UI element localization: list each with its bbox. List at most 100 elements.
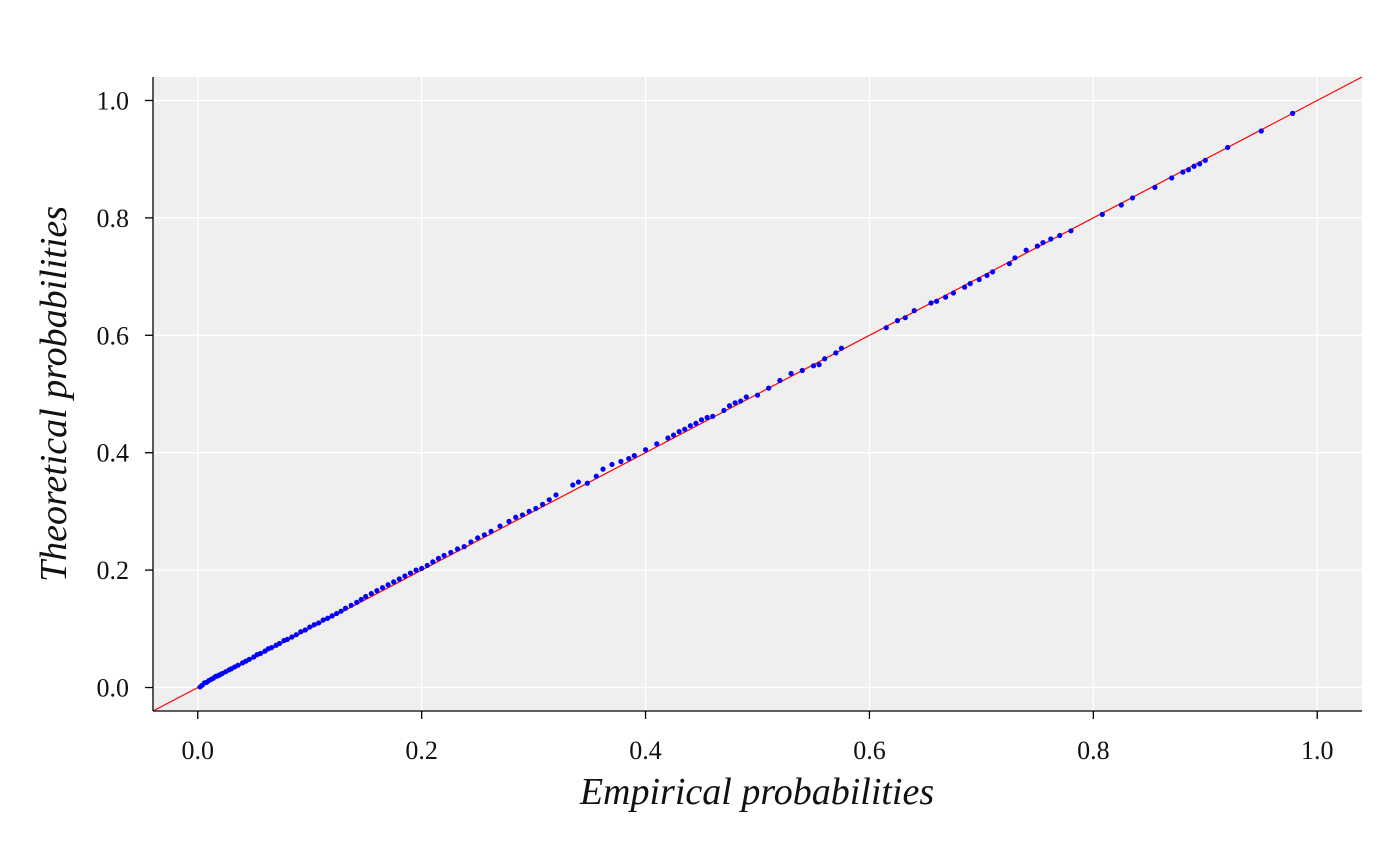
data-point (1118, 202, 1124, 208)
data-point (911, 308, 917, 314)
data-point (533, 505, 539, 512)
y-tick-label: 0.6 (97, 321, 130, 350)
data-point (325, 615, 331, 621)
data-point (642, 447, 649, 453)
data-point (374, 588, 380, 594)
data-point (816, 362, 822, 368)
data-point (338, 608, 344, 614)
data-point (810, 363, 817, 369)
data-point (777, 377, 783, 384)
data-point (402, 573, 408, 579)
data-point (1099, 211, 1105, 217)
data-point (379, 585, 386, 591)
data-point (448, 549, 454, 556)
data-point (732, 400, 738, 406)
x-tick-label: 1.0 (1301, 736, 1334, 765)
data-point (766, 385, 772, 391)
data-point (1225, 144, 1231, 151)
data-point (269, 645, 275, 651)
data-point (430, 559, 436, 565)
data-point (950, 290, 957, 296)
data-point (570, 482, 576, 488)
data-point (513, 514, 519, 520)
data-point (424, 562, 430, 569)
data-point (419, 565, 425, 571)
data-point (1040, 239, 1046, 246)
grid (153, 77, 1362, 711)
data-point (693, 420, 699, 426)
data-point (593, 473, 599, 479)
y-tick-label: 0.8 (97, 204, 130, 233)
data-point (311, 622, 317, 628)
data-point (468, 539, 474, 545)
data-point (1068, 228, 1074, 234)
data-point (407, 570, 414, 576)
data-point (710, 413, 716, 419)
data-point (289, 634, 295, 640)
data-point (488, 528, 494, 534)
data-point (257, 650, 264, 657)
data-point (1048, 236, 1054, 242)
data-point (546, 497, 552, 503)
data-point (754, 392, 761, 398)
data-point (894, 318, 901, 324)
data-point (497, 523, 503, 529)
data-point (526, 508, 532, 515)
data-point (246, 656, 252, 662)
data-point (519, 512, 526, 518)
data-point (704, 414, 710, 421)
data-point (698, 417, 705, 423)
data-point (967, 281, 973, 287)
data-point (1129, 195, 1136, 201)
data-point (1152, 184, 1158, 190)
data-point (385, 582, 391, 588)
data-point (396, 576, 402, 582)
x-tick-label: 0.0 (182, 736, 215, 765)
x-tick-label: 0.8 (1077, 736, 1110, 765)
data-point (799, 367, 805, 374)
data-point (743, 394, 749, 400)
data-point (1006, 261, 1012, 267)
data-point (348, 602, 354, 608)
data-point (354, 599, 360, 605)
data-point (838, 345, 845, 351)
y-tick-label: 1.0 (97, 86, 130, 115)
data-point (626, 455, 632, 462)
y-tick-label: 0.2 (97, 556, 130, 585)
data-point (670, 432, 677, 438)
x-tick-label: 0.6 (853, 736, 886, 765)
data-points (197, 110, 1296, 690)
data-point (961, 284, 968, 290)
y-axis-title: Theoretical probabilities (33, 206, 75, 582)
data-point (1012, 255, 1018, 261)
data-point (928, 300, 934, 306)
data-point (1023, 247, 1029, 253)
data-point (687, 423, 693, 429)
data-point (833, 350, 839, 356)
data-point (682, 426, 688, 432)
data-point (1191, 163, 1197, 169)
data-point (302, 627, 308, 633)
data-point (320, 617, 326, 623)
data-point (391, 579, 397, 585)
data-point (721, 407, 727, 414)
data-point (600, 466, 606, 472)
data-point (902, 315, 908, 321)
data-point (461, 544, 467, 550)
data-point (618, 458, 624, 465)
data-point (284, 636, 290, 642)
data-point (726, 403, 733, 409)
data-point (934, 298, 940, 304)
data-point (1034, 243, 1040, 249)
data-point (333, 610, 340, 617)
data-point (276, 640, 283, 647)
x-axis-ticks: 0.0 0.2 0.4 0.6 0.8 1.0 (182, 711, 1334, 765)
data-point (441, 552, 447, 559)
data-point (609, 461, 615, 468)
data-point (1258, 128, 1264, 134)
data-point (654, 441, 660, 447)
data-point (539, 501, 546, 507)
data-point (481, 532, 487, 538)
data-point (575, 479, 581, 485)
